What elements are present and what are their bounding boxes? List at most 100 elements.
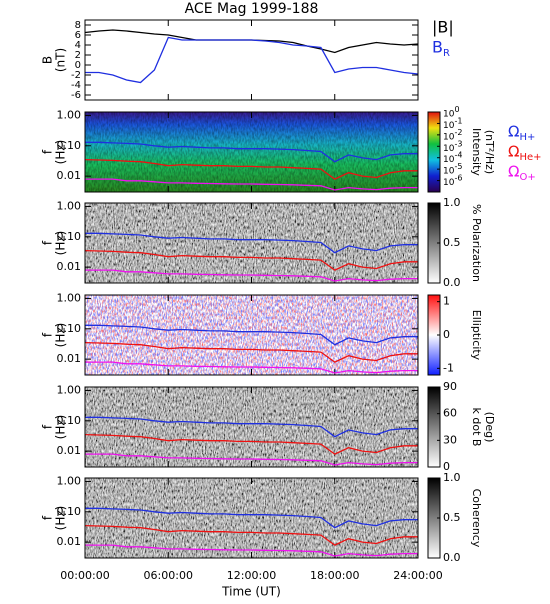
series-line <box>84 524 418 546</box>
legend-entry: ΩO+ <box>508 163 536 184</box>
x-tick-label: 18:00:00 <box>310 569 359 582</box>
plot-frame <box>84 19 419 101</box>
y-axis-label: f <box>41 240 55 245</box>
x-tick-label: 06:00:00 <box>144 569 193 582</box>
colorbar-tick-exponent: -3 <box>454 139 462 148</box>
colorbar-tick-label: 0.5 <box>443 236 461 249</box>
series-line <box>84 158 418 180</box>
colorbar-tick-exponent: -1 <box>454 116 462 125</box>
y-tick-label: 0.01 <box>57 444 82 457</box>
legend-entry: ΩHe+ <box>508 143 542 164</box>
y-tick-label: 0.01 <box>57 260 82 273</box>
colorbar-tick-label: 0.0 <box>443 551 461 564</box>
y-axis-label: f <box>41 424 55 429</box>
series-line <box>85 269 418 282</box>
plot-frame <box>84 477 419 559</box>
y-tick-label: 2 <box>75 50 81 61</box>
y-axis-label: (Hz) <box>54 140 68 165</box>
y-tick-label: 0.10 <box>57 414 82 427</box>
colorbar-label: (nT²/Hz) <box>483 130 496 174</box>
legend-entry: |B| <box>432 18 454 37</box>
colorbar-tick-label: -1 <box>443 361 454 374</box>
series-line <box>85 453 418 466</box>
colorbar-label: Ellipticity <box>470 310 483 361</box>
legend-entry: ΩH+ <box>508 123 535 144</box>
y-tick-label: 0.10 <box>57 505 82 518</box>
series-line <box>85 416 418 438</box>
plot-frame <box>84 111 419 193</box>
legend-entry: BR <box>432 38 450 60</box>
y-axis-label: (Hz) <box>54 323 68 348</box>
spectrogram-image <box>85 203 418 283</box>
colorbar <box>427 386 441 468</box>
colorbar-tick-exponent: 0 <box>454 105 459 114</box>
series-line <box>85 361 418 374</box>
y-axis-label: f <box>41 515 55 520</box>
colorbar-tick-label: 90 <box>443 380 457 393</box>
colorbar-tick-label: 60 <box>443 407 457 420</box>
colorbar-tick-exponent: -2 <box>454 127 462 136</box>
legend-subscript: R <box>443 48 450 59</box>
legend-subscript: H+ <box>519 132 535 143</box>
colorbar-label: % Polarization <box>470 204 483 282</box>
colorbar-tick-label: 0 <box>443 460 450 473</box>
y-tick-label: 1.00 <box>57 383 82 396</box>
spectrogram-texture <box>85 112 418 192</box>
y-tick-label: -6 <box>71 90 81 101</box>
series-line <box>85 324 418 346</box>
y-axis-label: f <box>41 332 55 337</box>
plot-frame <box>84 294 419 376</box>
y-axis-label: B <box>41 56 55 64</box>
x-tick-label: 00:00:00 <box>60 569 109 582</box>
y-tick-label: 8 <box>75 20 81 31</box>
colorbar-tick-label: 1.0 <box>443 196 461 209</box>
y-tick-label: 6 <box>75 30 81 41</box>
y-tick-label: 4 <box>75 40 81 51</box>
y-tick-label: -4 <box>71 80 81 91</box>
series-line <box>85 507 418 529</box>
x-tick-label: 12:00:00 <box>227 569 276 582</box>
series-line <box>85 141 418 163</box>
colorbar-tick-exponent: -5 <box>454 162 462 171</box>
series-line <box>84 249 418 271</box>
colorbar <box>427 111 441 193</box>
y-tick-label: 0.10 <box>57 322 82 335</box>
series-line <box>84 341 418 363</box>
colorbar-label: (Deg) <box>483 412 496 443</box>
plot-frame <box>84 202 419 284</box>
series-line <box>85 36 419 84</box>
colorbar-tick-label: 30 <box>443 433 457 446</box>
series-line <box>85 544 418 557</box>
y-tick-label: -2 <box>71 70 81 81</box>
plot-frame <box>84 386 419 468</box>
colorbar-tick-label: 0.0 <box>443 276 461 289</box>
y-tick-label: 0.10 <box>57 230 82 243</box>
spectrogram-image <box>85 478 418 558</box>
legend-subscript: O+ <box>519 172 535 183</box>
y-tick-label: 1.00 <box>57 291 82 304</box>
y-tick-label: 0.10 <box>57 139 82 152</box>
y-tick-label: 0 <box>75 60 81 71</box>
colorbar-tick-label: 1.0 <box>443 471 461 484</box>
colorbar-tick-exponent: -4 <box>454 150 462 159</box>
y-tick-label: 0.01 <box>57 169 82 182</box>
series-line <box>85 178 418 191</box>
y-tick-label: 1.00 <box>57 474 82 487</box>
y-axis-label: (Hz) <box>54 415 68 440</box>
series-line <box>85 232 418 254</box>
y-tick-label: 1.00 <box>57 108 82 121</box>
x-axis-label: Time (UT) <box>221 585 281 599</box>
colorbar-tick-label: 0.5 <box>443 511 461 524</box>
y-axis-label: (nT) <box>54 48 68 72</box>
plot-background <box>85 20 418 100</box>
y-axis-label: (Hz) <box>54 231 68 256</box>
legend-subscript: He+ <box>519 152 541 163</box>
spectrogram-image <box>85 387 418 467</box>
y-tick-label: 0.01 <box>57 352 82 365</box>
series-line <box>84 433 418 455</box>
y-tick-label: 0.01 <box>57 535 82 548</box>
spectrogram-blue <box>85 295 418 375</box>
colorbar-label: Intensity <box>470 128 483 176</box>
x-tick-label: 24:00:00 <box>393 569 442 582</box>
